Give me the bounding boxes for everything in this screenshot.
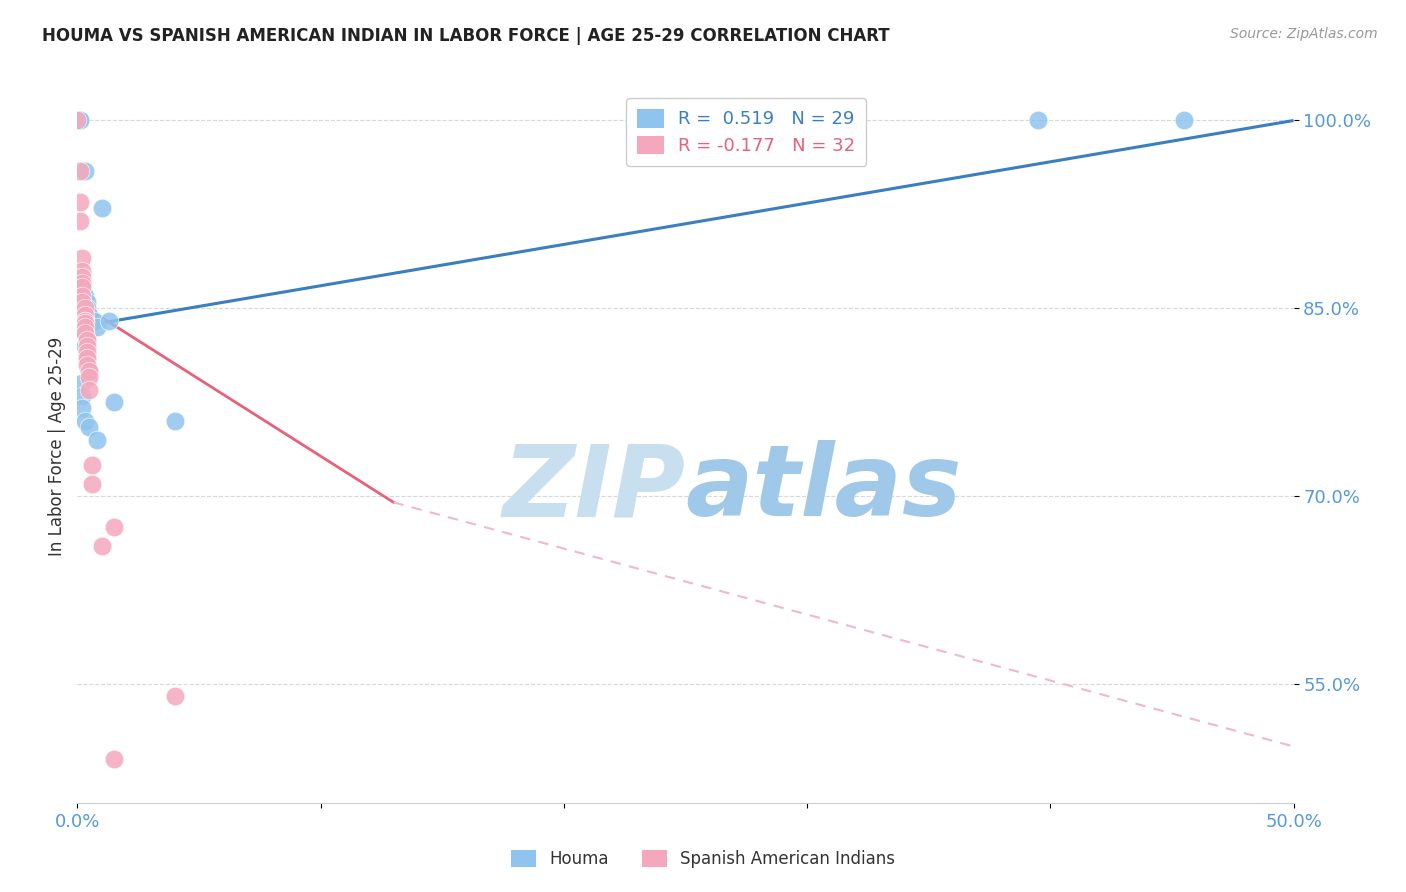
Point bbox=[73, 308, 96, 322]
Point bbox=[79, 364, 101, 378]
Point bbox=[76, 345, 98, 359]
Point bbox=[97, 314, 120, 328]
Y-axis label: In Labor Force | Age 25-29: In Labor Force | Age 25-29 bbox=[48, 336, 66, 556]
Point bbox=[70, 251, 93, 265]
Text: atlas: atlas bbox=[686, 441, 962, 537]
Point bbox=[79, 364, 101, 378]
Point bbox=[73, 301, 96, 316]
Point bbox=[69, 194, 91, 209]
Point bbox=[1026, 113, 1049, 128]
Point bbox=[103, 395, 125, 409]
Text: ZIP: ZIP bbox=[502, 441, 686, 537]
Point bbox=[69, 113, 91, 128]
Point bbox=[73, 326, 96, 341]
Point bbox=[70, 277, 93, 291]
Point bbox=[69, 277, 91, 291]
Point bbox=[76, 351, 98, 366]
Text: Source: ZipAtlas.com: Source: ZipAtlas.com bbox=[1230, 27, 1378, 41]
Point bbox=[76, 358, 98, 372]
Point bbox=[80, 458, 103, 472]
Point bbox=[70, 264, 93, 278]
Point bbox=[83, 314, 105, 328]
Point bbox=[69, 213, 91, 227]
Point bbox=[70, 389, 93, 403]
Point bbox=[103, 752, 125, 766]
Point bbox=[70, 277, 93, 291]
Point bbox=[79, 420, 101, 434]
Point bbox=[1173, 113, 1195, 128]
Point bbox=[76, 295, 98, 310]
Point bbox=[73, 339, 96, 353]
Point bbox=[73, 289, 96, 303]
Point bbox=[79, 370, 101, 384]
Point bbox=[70, 376, 93, 391]
Point bbox=[86, 433, 108, 447]
Point bbox=[69, 113, 91, 128]
Point bbox=[76, 351, 98, 366]
Point bbox=[90, 539, 112, 553]
Point bbox=[70, 289, 93, 303]
Text: HOUMA VS SPANISH AMERICAN INDIAN IN LABOR FORCE | AGE 25-29 CORRELATION CHART: HOUMA VS SPANISH AMERICAN INDIAN IN LABO… bbox=[42, 27, 890, 45]
Point bbox=[103, 520, 125, 534]
Point bbox=[70, 401, 93, 416]
Point bbox=[86, 320, 108, 334]
Point bbox=[73, 163, 96, 178]
Point bbox=[69, 163, 91, 178]
Point bbox=[80, 476, 103, 491]
Legend: R =  0.519   N = 29, R = -0.177   N = 32: R = 0.519 N = 29, R = -0.177 N = 32 bbox=[626, 98, 866, 166]
Point bbox=[73, 414, 96, 428]
Point bbox=[163, 690, 186, 704]
Point bbox=[80, 314, 103, 328]
Point bbox=[79, 383, 101, 397]
Point bbox=[66, 113, 89, 128]
Point bbox=[70, 280, 93, 294]
Legend: Houma, Spanish American Indians: Houma, Spanish American Indians bbox=[505, 843, 901, 875]
Point bbox=[76, 333, 98, 347]
Point bbox=[90, 201, 112, 215]
Point bbox=[73, 320, 96, 334]
Point bbox=[70, 295, 93, 310]
Point bbox=[79, 308, 101, 322]
Point bbox=[76, 333, 98, 347]
Point bbox=[73, 326, 96, 341]
Point bbox=[163, 414, 186, 428]
Point bbox=[76, 301, 98, 316]
Point bbox=[73, 314, 96, 328]
Point bbox=[73, 316, 96, 330]
Point bbox=[76, 339, 98, 353]
Point bbox=[70, 270, 93, 285]
Point bbox=[73, 314, 96, 328]
